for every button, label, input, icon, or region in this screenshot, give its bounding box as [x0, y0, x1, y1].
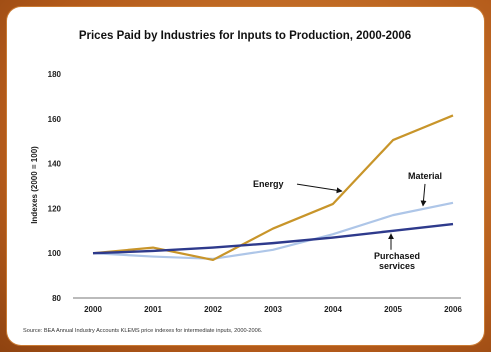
annotation-energy: Energy — [253, 179, 284, 189]
series-line-material — [92, 201, 454, 260]
y-tick-label: 120 — [48, 204, 62, 213]
x-tick-label: 2001 — [144, 305, 162, 314]
y-tick-label: 80 — [52, 294, 61, 303]
annotation-arrow-material — [420, 183, 427, 207]
x-tick-label: 2006 — [444, 305, 462, 314]
line-chart: Prices Paid by Industries for Inputs to … — [23, 30, 462, 334]
x-tick-label: 2004 — [324, 305, 342, 314]
annotation-line: Purchased — [374, 251, 420, 261]
y-tick-label: 100 — [48, 249, 62, 258]
series-line-purchased-services — [92, 222, 454, 255]
x-tick-label: 2002 — [204, 305, 222, 314]
x-tick-label: 2000 — [84, 305, 102, 314]
y-tick-label: 160 — [48, 115, 62, 124]
chart-panel: Prices Paid by Industries for Inputs to … — [7, 7, 484, 345]
y-tick-label: 180 — [48, 70, 62, 79]
annotation-material: Material — [408, 171, 442, 181]
x-tick-label: 2005 — [384, 305, 402, 314]
annotation-arrow-energy — [296, 183, 343, 194]
annotation-line: services — [379, 261, 415, 271]
annotation-purchased-services: Purchased services — [374, 251, 420, 271]
series-line-energy — [92, 114, 454, 262]
x-tick-label: 2003 — [264, 305, 282, 314]
y-axis-label: Indexes (2000 = 100) — [30, 146, 39, 224]
y-tick-label: 140 — [48, 160, 62, 169]
chart-title: Prices Paid by Industries for Inputs to … — [79, 30, 411, 42]
source-note: Source: BEA Annual Industry Accounts KLE… — [23, 328, 263, 334]
